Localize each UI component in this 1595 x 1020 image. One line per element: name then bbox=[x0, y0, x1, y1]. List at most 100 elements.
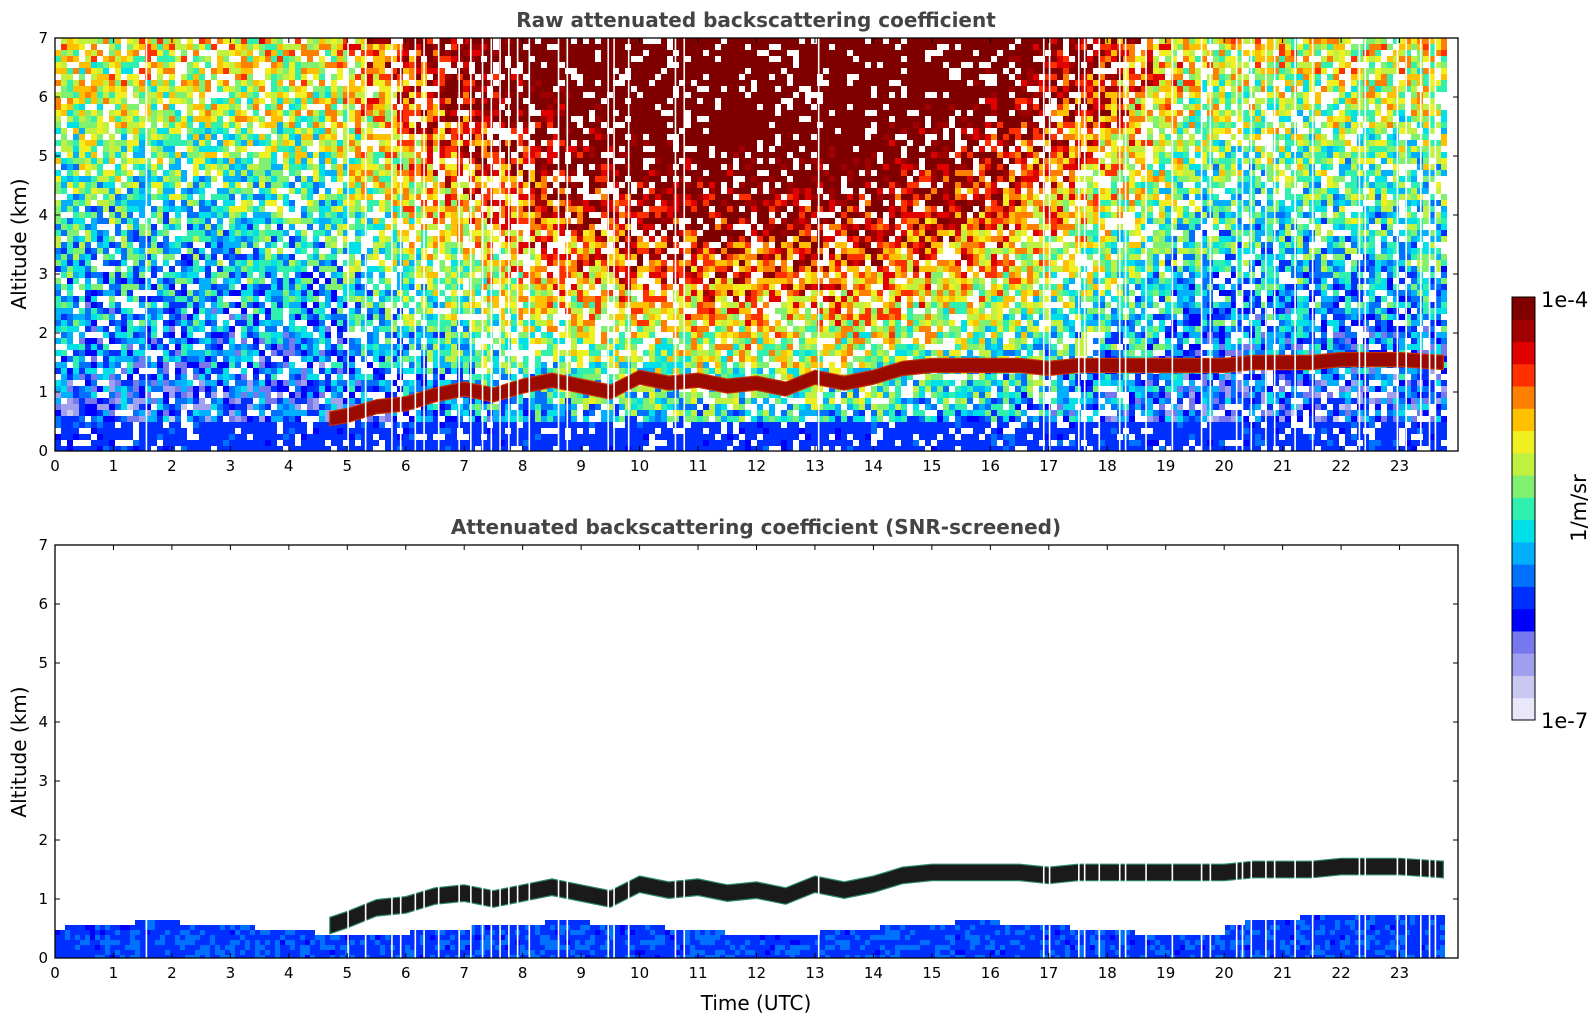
noise-cell bbox=[259, 164, 265, 170]
noise-cell bbox=[127, 158, 133, 164]
noise-cell bbox=[55, 410, 61, 416]
noise-cell bbox=[547, 296, 553, 302]
noise-cell bbox=[391, 344, 397, 350]
noise-cell bbox=[211, 194, 217, 200]
noise-cell bbox=[385, 146, 391, 152]
noise-cell bbox=[283, 56, 289, 62]
noise-cell bbox=[535, 440, 541, 446]
noise-cell bbox=[115, 68, 121, 74]
noise-cell bbox=[517, 284, 523, 290]
noise-cell bbox=[253, 242, 259, 248]
noise-cell bbox=[217, 62, 223, 68]
noise-cell bbox=[511, 50, 517, 56]
noise-cell bbox=[583, 122, 589, 128]
noise-cell bbox=[469, 284, 475, 290]
noise-cell bbox=[493, 434, 499, 440]
noise-cell bbox=[325, 278, 331, 284]
noise-cell bbox=[517, 410, 523, 416]
noise-cell bbox=[463, 68, 469, 74]
noise-cell bbox=[505, 368, 511, 374]
noise-cell bbox=[307, 152, 313, 158]
noise-cell bbox=[109, 134, 115, 140]
noise-cell bbox=[535, 200, 541, 206]
noise-cell bbox=[319, 86, 325, 92]
noise-cell bbox=[559, 38, 565, 44]
noise-cell bbox=[169, 176, 175, 182]
noise-cell bbox=[175, 428, 181, 434]
noise-cell bbox=[259, 284, 265, 290]
noise-cell bbox=[319, 272, 325, 278]
noise-cell bbox=[109, 434, 115, 440]
noise-cell bbox=[391, 230, 397, 236]
noise-cell bbox=[85, 182, 91, 188]
noise-cell bbox=[91, 176, 97, 182]
noise-cell bbox=[499, 368, 505, 374]
noise-cell bbox=[301, 374, 307, 380]
noise-cell bbox=[433, 200, 439, 206]
noise-cell bbox=[109, 284, 115, 290]
noise-cell bbox=[487, 236, 493, 242]
noise-cell bbox=[451, 62, 457, 68]
noise-cell bbox=[151, 314, 157, 320]
noise-cell bbox=[391, 260, 397, 266]
noise-cell bbox=[475, 86, 481, 92]
noise-cell bbox=[187, 146, 193, 152]
noise-cell bbox=[343, 338, 349, 344]
noise-cell bbox=[91, 44, 97, 50]
noise-cell bbox=[169, 110, 175, 116]
noise-cell bbox=[79, 284, 85, 290]
noise-cell bbox=[61, 350, 67, 356]
noise-cell bbox=[223, 392, 229, 398]
noise-cell bbox=[403, 266, 409, 272]
noise-cell bbox=[301, 68, 307, 74]
noise-cell bbox=[301, 116, 307, 122]
noise-cell bbox=[193, 290, 199, 296]
noise-cell bbox=[415, 182, 421, 188]
noise-cell bbox=[151, 254, 157, 260]
noise-cell bbox=[319, 386, 325, 392]
noise-cell bbox=[319, 98, 325, 104]
noise-cell bbox=[343, 368, 349, 374]
noise-cell bbox=[331, 386, 337, 392]
noise-cell bbox=[169, 254, 175, 260]
noise-cell bbox=[205, 254, 211, 260]
noise-cell bbox=[337, 350, 343, 356]
noise-cell bbox=[481, 116, 487, 122]
noise-cell bbox=[577, 248, 583, 254]
noise-cell bbox=[127, 308, 133, 314]
noise-cell bbox=[61, 164, 67, 170]
noise-cell bbox=[97, 374, 103, 380]
noise-cell bbox=[403, 320, 409, 326]
noise-cell bbox=[373, 164, 379, 170]
noise-cell bbox=[493, 428, 499, 434]
noise-cell bbox=[91, 338, 97, 344]
noise-cell bbox=[451, 290, 457, 296]
noise-cell bbox=[475, 62, 481, 68]
noise-cell bbox=[187, 254, 193, 260]
noise-cell bbox=[283, 140, 289, 146]
noise-cell bbox=[385, 350, 391, 356]
noise-cell bbox=[469, 446, 475, 451]
noise-cell bbox=[199, 212, 205, 218]
noise-cell bbox=[247, 92, 253, 98]
noise-cell bbox=[463, 188, 469, 194]
noise-cell bbox=[55, 122, 61, 128]
noise-cell bbox=[493, 56, 499, 62]
noise-cell bbox=[487, 68, 493, 74]
noise-cell bbox=[271, 140, 277, 146]
noise-cell bbox=[469, 248, 475, 254]
noise-cell bbox=[403, 164, 409, 170]
noise-cell bbox=[403, 206, 409, 212]
noise-cell bbox=[385, 428, 391, 434]
noise-cell bbox=[463, 164, 469, 170]
noise-cell bbox=[139, 224, 145, 230]
noise-cell bbox=[535, 98, 541, 104]
noise-cell bbox=[355, 272, 361, 278]
noise-cell bbox=[403, 410, 409, 416]
noise-cell bbox=[73, 140, 79, 146]
noise-cell bbox=[571, 326, 577, 332]
noise-cell bbox=[85, 260, 91, 266]
noise-cell bbox=[211, 302, 217, 308]
noise-cell bbox=[61, 248, 67, 254]
noise-cell bbox=[409, 164, 415, 170]
